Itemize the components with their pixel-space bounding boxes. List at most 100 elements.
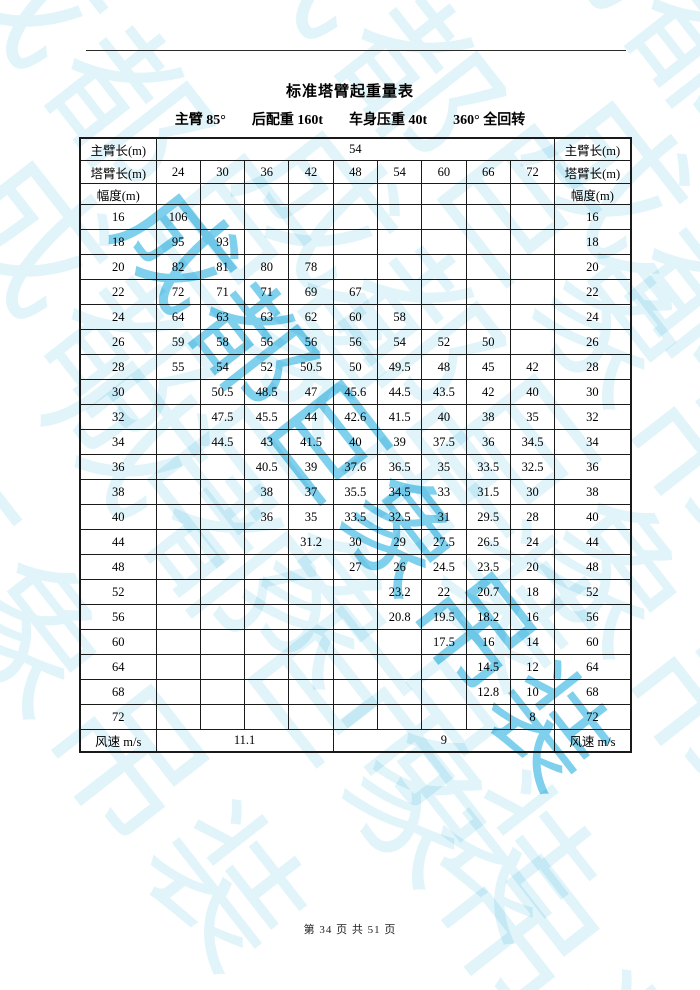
value-cell	[376, 254, 423, 280]
page-title: 标准塔臂起重量表	[285, 84, 414, 100]
tower-jib-length: 72	[509, 160, 556, 184]
value-cell	[244, 629, 290, 655]
radius-cell: 52	[79, 579, 157, 605]
tower-jib-label-left: 塔臂长(m)	[79, 160, 157, 184]
table-row: 38 38 37 35.5 34.5 33 31.5 30 38	[79, 479, 632, 505]
empty-cell	[244, 183, 290, 205]
value-cell	[244, 654, 290, 680]
radius-cell: 64	[554, 654, 632, 680]
value-cell	[199, 204, 246, 230]
table-row: 20 82 81 80 78 20	[79, 254, 632, 280]
value-cell: 14	[509, 629, 556, 655]
value-cell	[199, 454, 246, 480]
value-cell	[155, 704, 201, 730]
value-cell	[465, 279, 511, 305]
value-cell: 8	[509, 704, 556, 730]
value-cell	[244, 604, 290, 630]
main-boom-label-right: 主臂长(m)	[554, 137, 632, 161]
value-cell	[332, 204, 378, 230]
empty-cell	[288, 183, 334, 205]
radius-cell: 20	[554, 254, 632, 280]
table-row: 44 31.2 30 29 27.5 26.5 24 44	[79, 529, 632, 555]
table-row: 36 40.5 39 37.6 36.5 35 33.5 32.5 36	[79, 454, 632, 480]
wind-label-right: 风速 m/s	[554, 729, 632, 753]
subtitle-main-boom-angle: 主臂 85°	[174, 113, 226, 128]
value-cell	[199, 579, 246, 605]
table-row: 26 59 58 56 56 56 54 52 50 26	[79, 329, 632, 355]
value-cell	[509, 229, 556, 255]
value-cell: 31	[421, 504, 467, 530]
value-cell: 32.5	[509, 454, 556, 480]
value-cell: 42	[465, 379, 511, 405]
value-cell: 28	[509, 504, 556, 530]
value-cell: 40	[421, 404, 467, 430]
value-cell: 42	[509, 354, 556, 380]
value-cell	[155, 604, 201, 630]
value-cell: 37	[288, 479, 334, 505]
radius-cell: 44	[554, 529, 632, 555]
value-cell: 54	[199, 354, 246, 380]
value-cell	[244, 579, 290, 605]
table-row: 68 12.8 10 68	[79, 679, 632, 705]
value-cell	[332, 704, 378, 730]
table-row: 30 50.5 48.5 47 45.6 44.5 43.5 42 40 30	[79, 379, 632, 405]
value-cell: 52	[421, 329, 467, 355]
radius-cell: 22	[79, 279, 157, 305]
value-cell	[199, 479, 246, 505]
value-cell	[244, 679, 290, 705]
value-cell	[288, 229, 334, 255]
empty-cell	[509, 183, 556, 205]
value-cell	[421, 229, 467, 255]
value-cell: 55	[155, 354, 201, 380]
value-cell	[332, 579, 378, 605]
value-cell: 63	[199, 304, 246, 330]
value-cell	[421, 204, 467, 230]
table-row: 48 27 26 24.5 23.5 20 48	[79, 554, 632, 580]
value-cell	[332, 654, 378, 680]
table-row: 72 8 72	[79, 704, 632, 730]
value-cell: 81	[199, 254, 246, 280]
value-cell	[155, 479, 201, 505]
value-cell: 30	[509, 479, 556, 505]
value-cell: 37.6	[332, 454, 378, 480]
value-cell	[155, 454, 201, 480]
value-cell	[332, 679, 378, 705]
table-row: 32 47.5 45.5 44 42.6 41.5 40 38 35 32	[79, 404, 632, 430]
value-cell: 41.5	[376, 404, 423, 430]
value-cell	[509, 304, 556, 330]
value-cell	[155, 579, 201, 605]
radius-cell: 72	[79, 704, 157, 730]
table-row: 64 14.5 12 64	[79, 654, 632, 680]
radius-cell: 16	[79, 204, 157, 230]
value-cell: 49.5	[376, 354, 423, 380]
value-cell	[465, 704, 511, 730]
value-cell: 44.5	[376, 379, 423, 405]
value-cell	[421, 679, 467, 705]
radius-cell: 56	[79, 604, 157, 630]
value-cell: 18.2	[465, 604, 511, 630]
value-cell: 58	[199, 329, 246, 355]
page-number: 第 34 页 共 51 页	[303, 924, 397, 936]
value-cell: 37.5	[421, 429, 467, 455]
value-cell	[332, 604, 378, 630]
radius-cell: 56	[554, 604, 632, 630]
value-cell: 41.5	[288, 429, 334, 455]
tower-jib-length: 60	[421, 160, 467, 184]
value-cell	[288, 604, 334, 630]
radius-cell: 24	[79, 304, 157, 330]
value-cell	[199, 604, 246, 630]
value-cell: 62	[288, 304, 334, 330]
value-cell	[155, 504, 201, 530]
value-cell: 39	[288, 454, 334, 480]
empty-cell	[421, 183, 467, 205]
value-cell: 45	[465, 354, 511, 380]
header-rule	[86, 50, 626, 51]
subtitle-counterweight: 后配重 160t	[251, 113, 323, 128]
table-row: 60 17.5 16 14 60	[79, 629, 632, 655]
value-cell	[332, 629, 378, 655]
value-cell	[155, 554, 201, 580]
value-cell: 35	[509, 404, 556, 430]
value-cell: 106	[155, 204, 201, 230]
value-cell: 47	[288, 379, 334, 405]
value-cell: 20.7	[465, 579, 511, 605]
